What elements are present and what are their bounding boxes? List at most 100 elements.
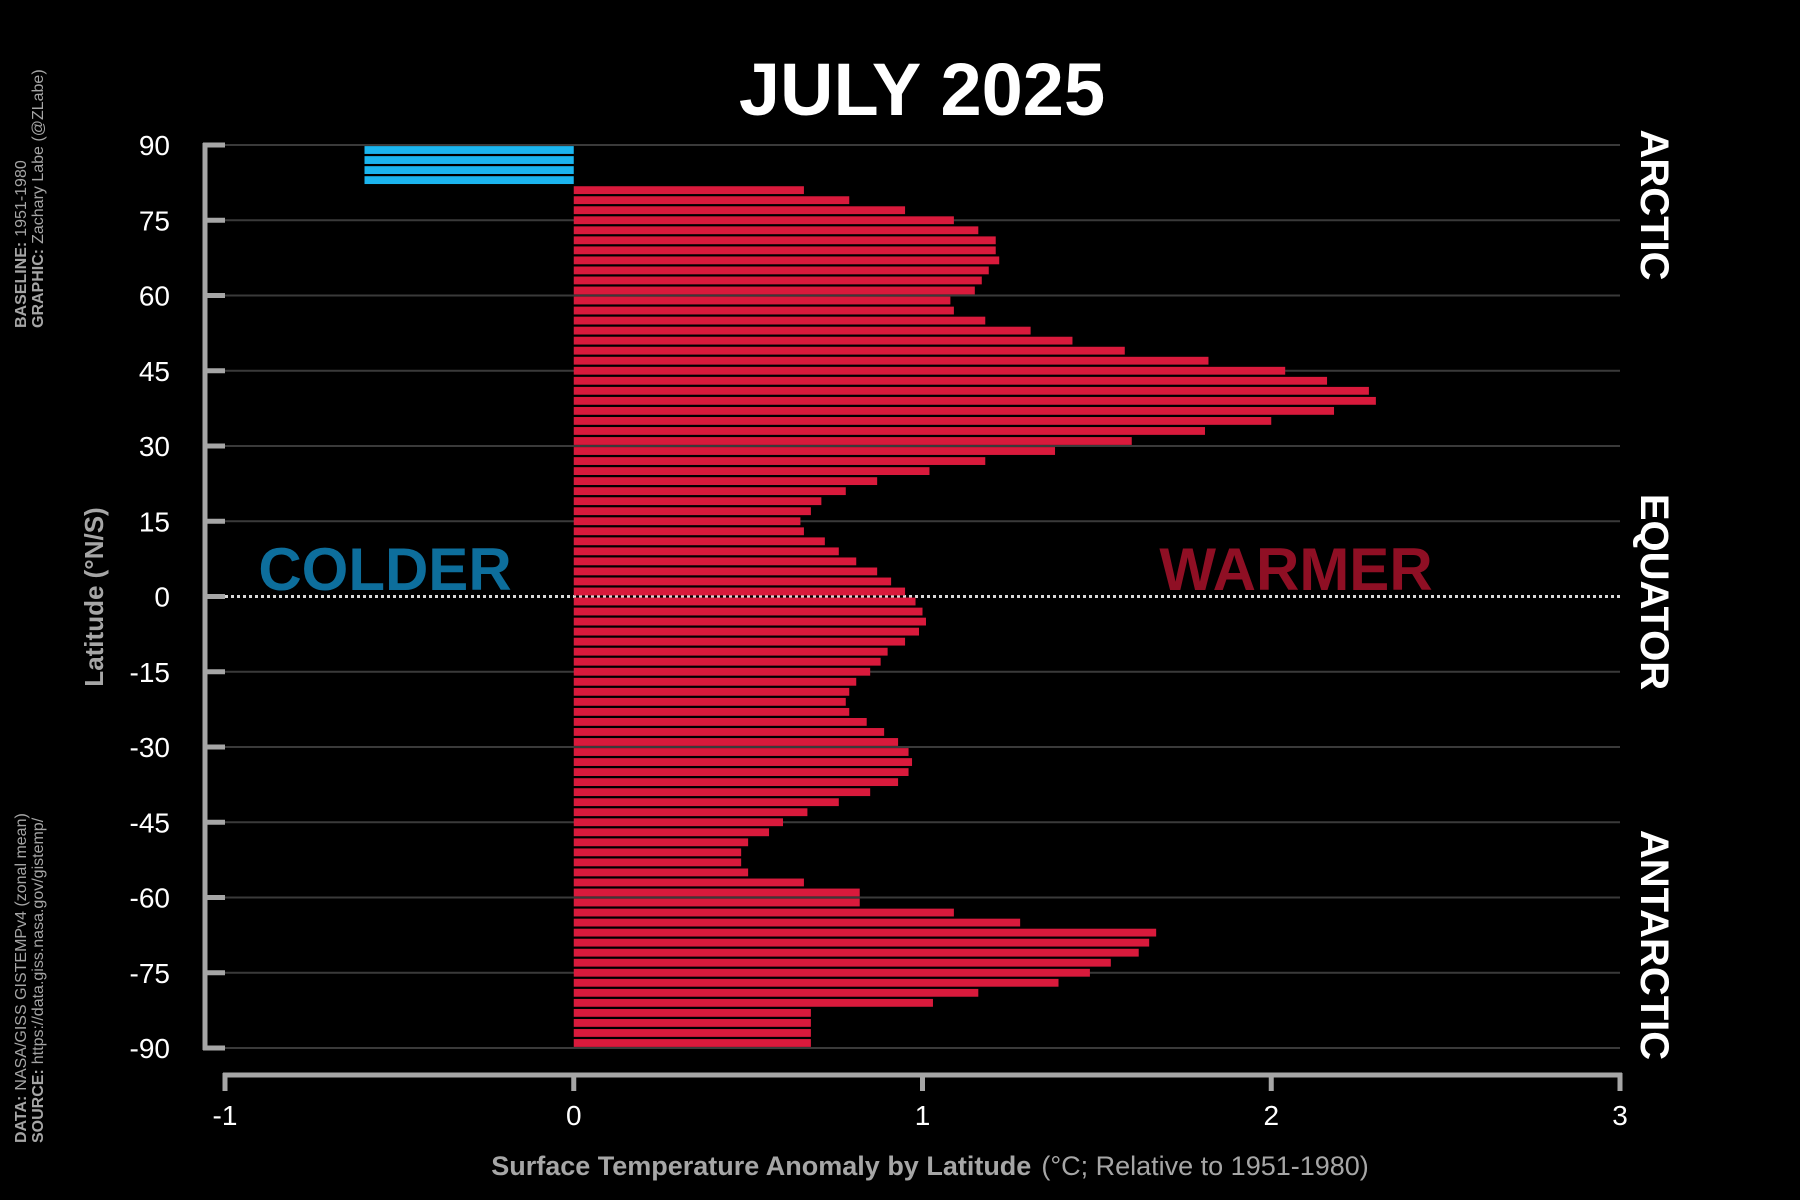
bar	[573, 577, 892, 586]
bar	[573, 978, 1059, 987]
region-label-equator: EQUATOR	[1632, 494, 1676, 690]
bar	[573, 637, 906, 646]
bar	[573, 296, 951, 305]
bar	[573, 316, 986, 325]
bar	[573, 958, 1111, 967]
bar	[573, 196, 850, 205]
x-tick-label: 3	[1612, 1100, 1628, 1131]
y-axis-label: Latitude (°N/S)	[79, 507, 109, 686]
y-tick-label: 30	[139, 431, 170, 462]
bar	[573, 427, 1205, 435]
bar	[573, 1019, 811, 1027]
credits-bottom: DATA: NASA/GISS GISTEMPv4 (zonal mean) SO…	[13, 809, 47, 1143]
bar	[573, 808, 808, 817]
bar	[573, 276, 982, 285]
bar	[573, 306, 954, 315]
bar	[573, 697, 846, 706]
bar	[573, 557, 857, 566]
axes	[202, 142, 1623, 1091]
source-value: https://data.giss.nasa.gov/gistemp/	[30, 817, 47, 1064]
graphic-value: Zachary Labe (@ZLabe)	[30, 69, 47, 244]
bar	[573, 216, 954, 225]
x-axis-label-units: (°C; Relative to 1951-1980)	[1041, 1151, 1368, 1181]
bar	[573, 627, 920, 636]
x-tick-label: 0	[566, 1100, 582, 1131]
bar	[573, 186, 804, 195]
bar	[573, 266, 989, 275]
bar	[573, 356, 1209, 365]
bar	[573, 1008, 811, 1017]
bar	[573, 647, 888, 656]
y-tick-label: -15	[130, 657, 170, 688]
baseline-value: 1951-1980	[13, 160, 30, 237]
bar	[573, 998, 933, 1007]
bar	[364, 156, 574, 164]
y-tick-label: -75	[130, 958, 170, 989]
bar	[573, 938, 1150, 947]
bar	[573, 878, 804, 887]
y-tick-label: -90	[130, 1033, 170, 1064]
bar	[573, 537, 825, 546]
region-label-antarctic: ANTARCTIC	[1632, 830, 1676, 1060]
bar	[573, 988, 979, 997]
y-tick-label: -30	[130, 732, 170, 763]
y-tick-label: 0	[154, 582, 170, 613]
bar	[573, 718, 867, 726]
bar	[573, 386, 1369, 395]
baseline-label: BASELINE:	[13, 242, 30, 328]
bar	[364, 166, 574, 174]
bar	[573, 457, 986, 465]
y-tick-label: 60	[139, 281, 170, 312]
y-tick-label: -45	[130, 807, 170, 838]
x-tick-labels: -1 0 1 2 3	[213, 1100, 1628, 1131]
x-tick-label: 2	[1263, 1100, 1279, 1131]
bar	[573, 858, 742, 867]
data-label: DATA:	[13, 1096, 30, 1143]
bar	[573, 477, 878, 486]
bar	[573, 928, 1157, 937]
bar	[573, 376, 1328, 385]
bar	[573, 707, 850, 716]
bar	[573, 738, 899, 746]
y-tick-label: 15	[139, 506, 170, 537]
credits-top: BASELINE: 1951-1980 GRAPHIC: Zachary Labe …	[13, 69, 47, 328]
bar	[573, 607, 923, 616]
bar	[573, 236, 996, 245]
y-tick-label: 90	[139, 130, 170, 161]
bar	[573, 366, 1286, 375]
bar	[573, 868, 749, 877]
source-label: SOURCE:	[30, 1069, 47, 1143]
bar	[573, 507, 811, 516]
bar	[573, 1029, 811, 1037]
bar	[573, 918, 1021, 927]
bar	[573, 617, 926, 626]
bar	[573, 467, 930, 475]
bar	[573, 848, 742, 857]
bar	[573, 677, 857, 686]
bar	[573, 657, 881, 666]
bar	[573, 447, 1056, 455]
bar	[573, 246, 996, 255]
bar	[573, 206, 906, 215]
y-tick-label: 45	[139, 356, 170, 387]
bar	[573, 728, 885, 736]
x-axis-label-main: Surface Temperature Anomaly by Latitude	[491, 1151, 1031, 1181]
bar	[573, 597, 916, 606]
bar	[573, 828, 770, 837]
bar	[573, 527, 804, 536]
bar	[573, 326, 1031, 335]
bar	[573, 888, 860, 897]
bar	[364, 176, 574, 185]
bar	[573, 417, 1272, 425]
bar	[573, 838, 749, 847]
bar	[573, 667, 871, 676]
bar	[573, 948, 1139, 957]
bar	[573, 286, 975, 295]
bar	[573, 768, 909, 776]
grid-lines	[225, 144, 1620, 1049]
x-axis-label: Surface Temperature Anomaly by Latitude (…	[491, 1151, 1369, 1181]
bar	[573, 396, 1376, 405]
y-tick-labels: 90 75 60 45 30 15 0 -15 -30 -45 -60 -75 -90	[130, 130, 170, 1064]
bars	[364, 146, 1376, 1047]
x-tick-label: -1	[213, 1100, 238, 1131]
